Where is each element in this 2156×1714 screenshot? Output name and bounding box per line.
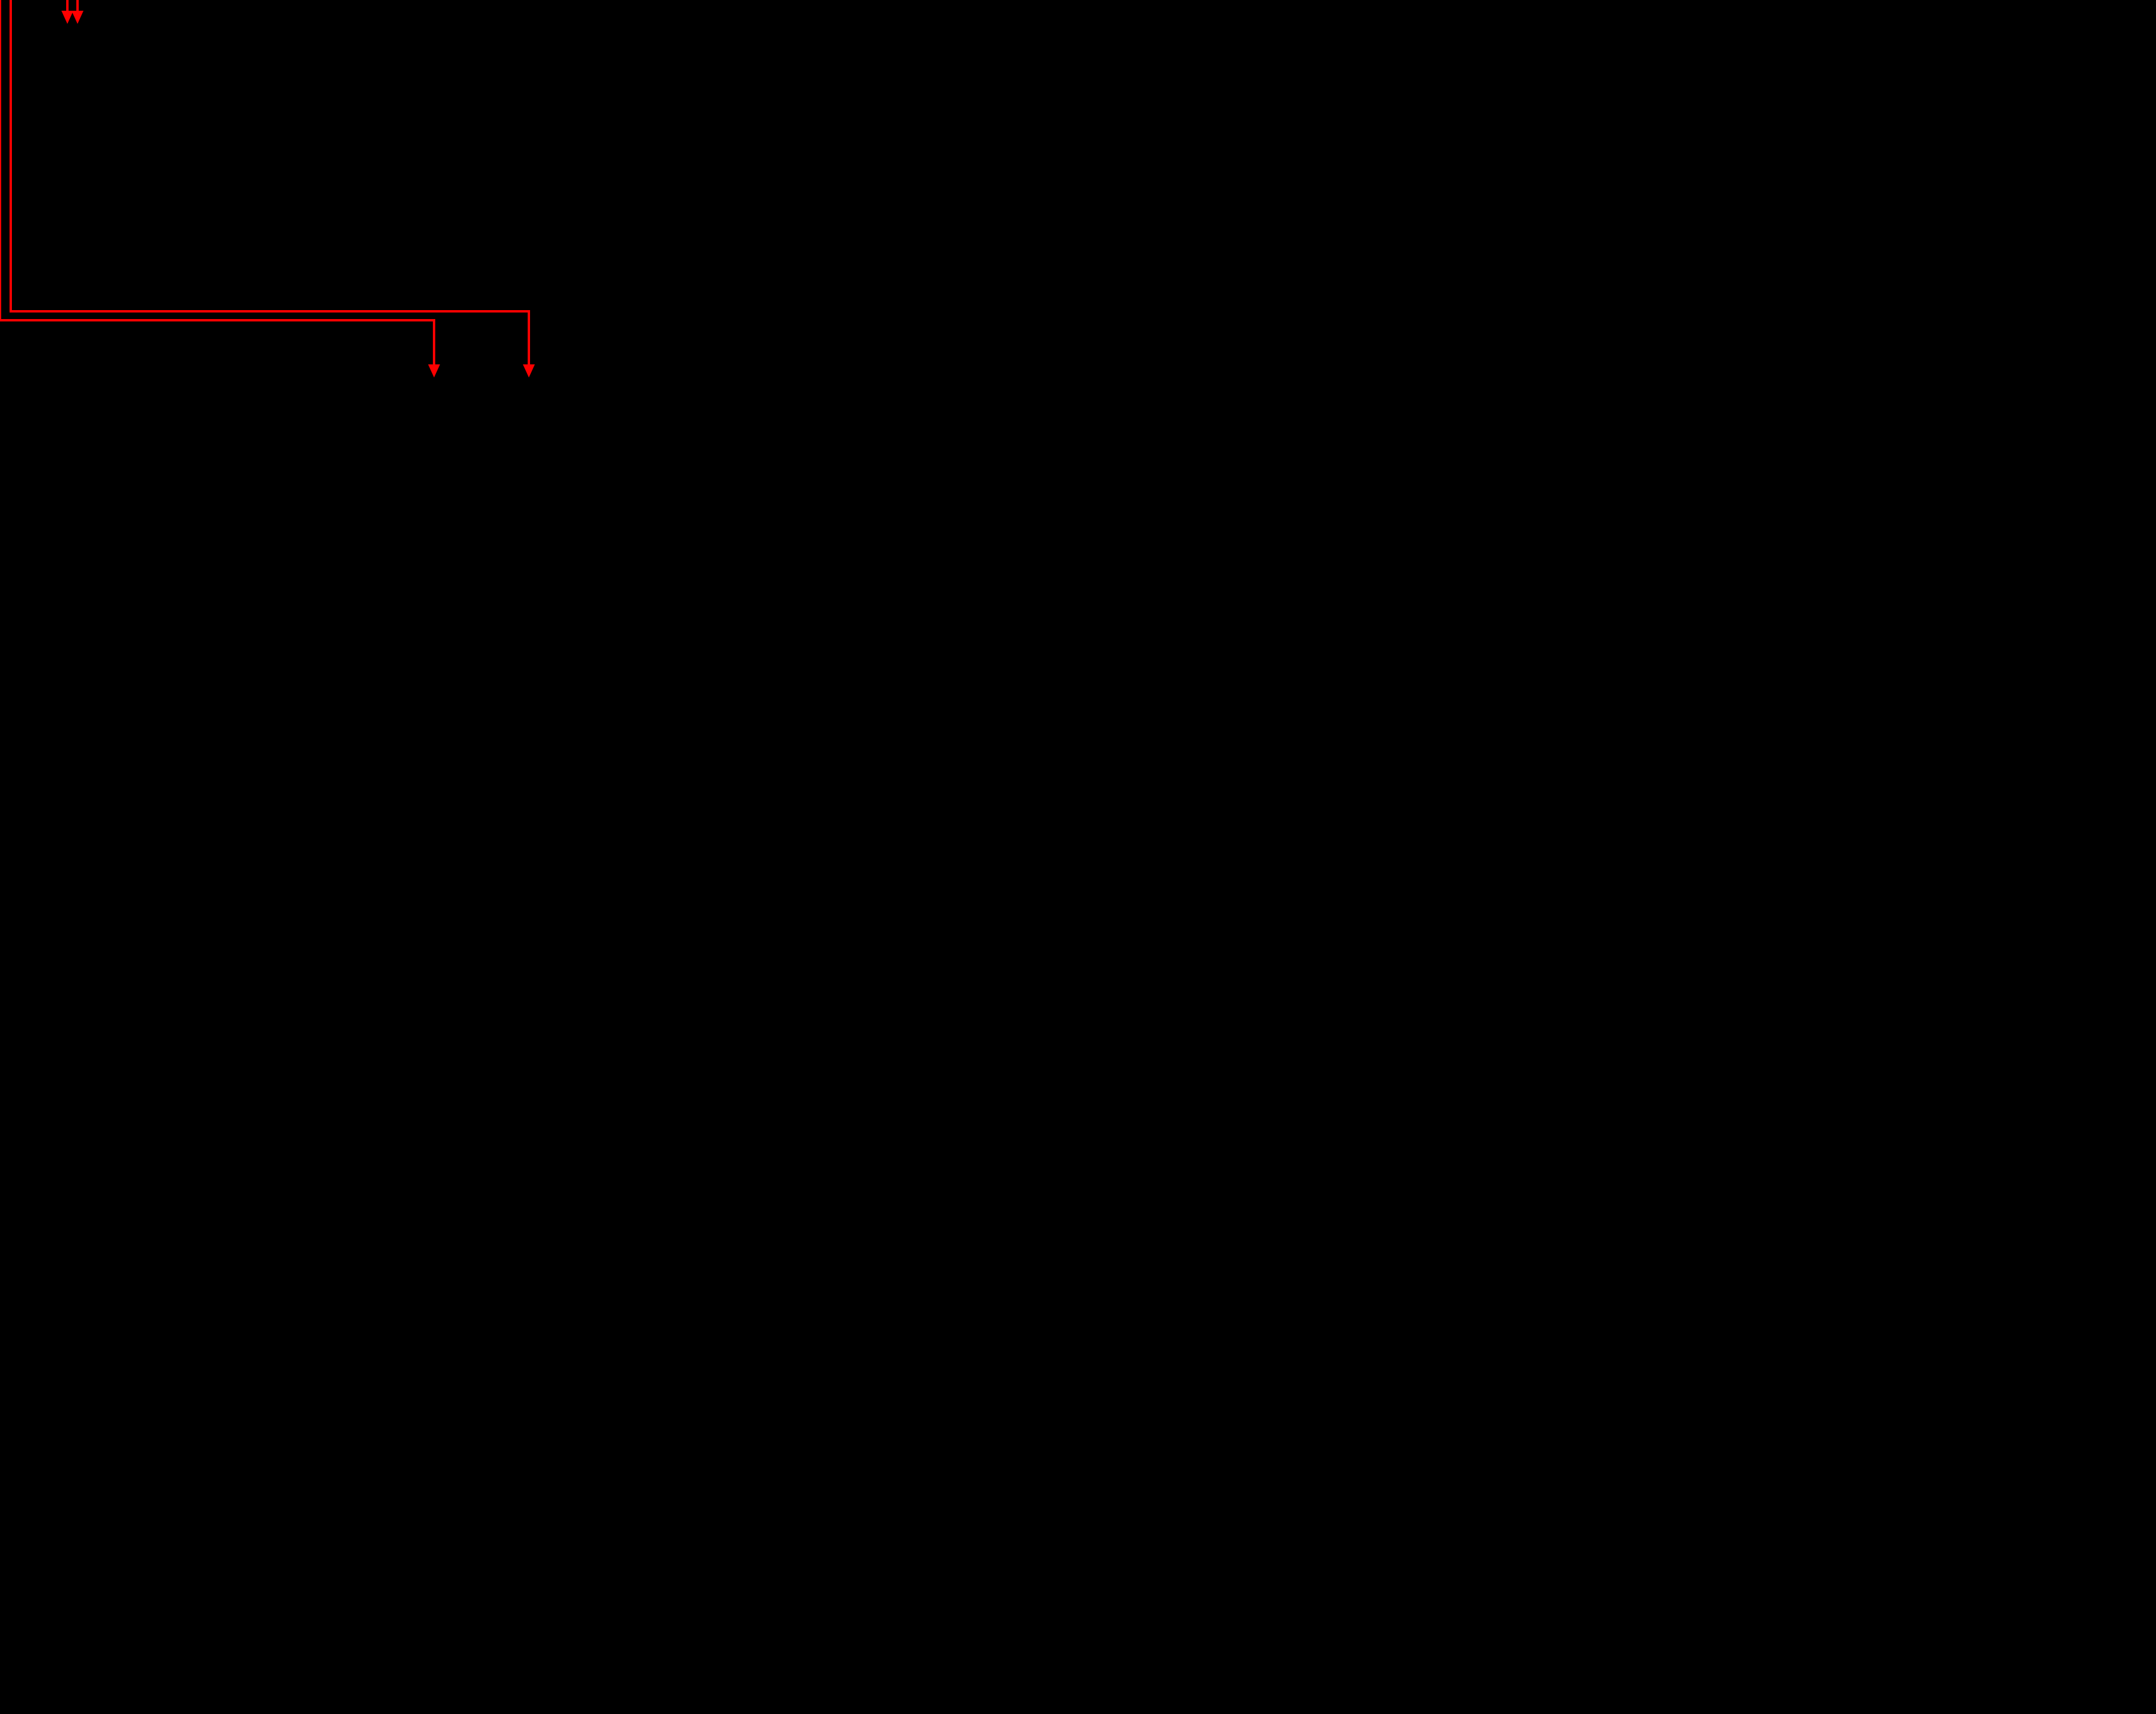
arrow-left-spine-to-branch-1 <box>0 0 440 378</box>
arrowhead-icon <box>428 364 440 378</box>
arrow-diagram <box>0 0 733 583</box>
arrow-top-left-incoming-2 <box>72 0 83 24</box>
arrowhead-icon <box>61 11 73 24</box>
arrowhead-icon <box>72 11 83 24</box>
arrowhead-icon <box>523 364 535 378</box>
arrow-top-left-incoming-1 <box>61 0 73 24</box>
